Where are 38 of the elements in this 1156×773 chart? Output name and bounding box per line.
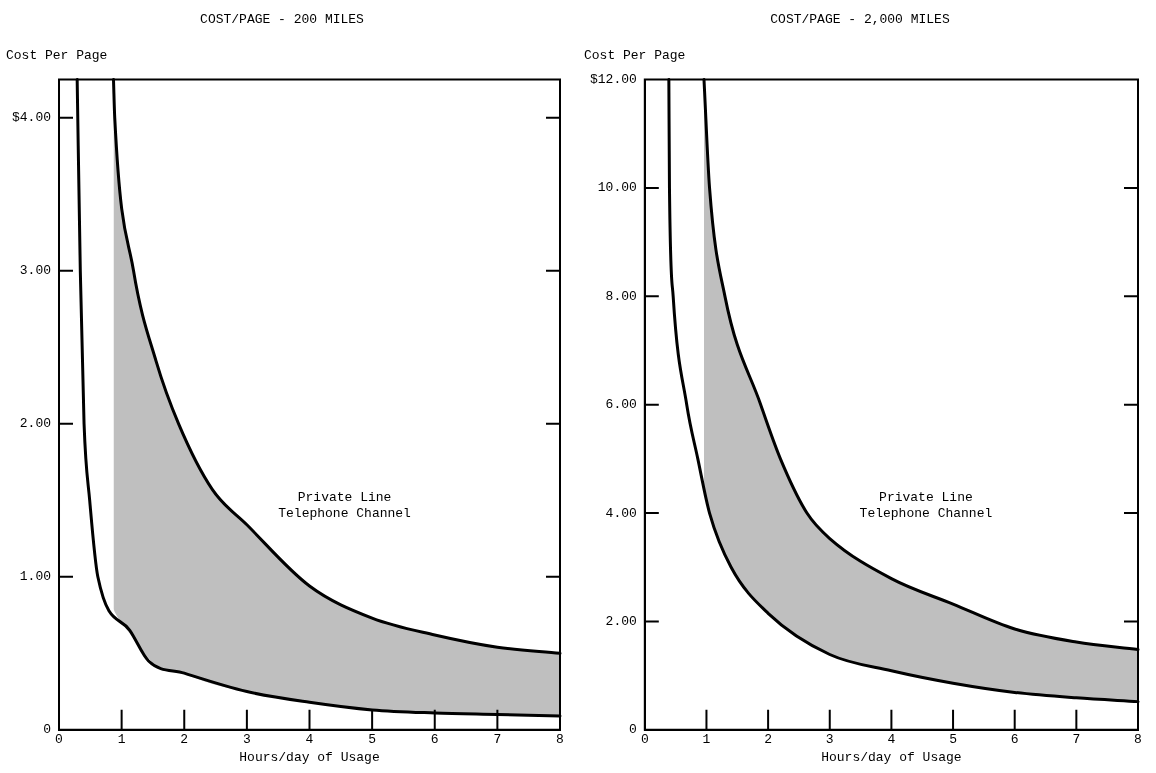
x-tick-label: 4 [305, 732, 314, 748]
x-tick-label: 6 [430, 732, 439, 748]
x-tick-label: 5 [368, 732, 377, 748]
annotation: Private Line Telephone Channel [278, 489, 412, 521]
x-tick-label: 7 [493, 732, 502, 748]
y-tick-label: 4.00 [605, 505, 637, 521]
y-tick-label: 6.00 [605, 397, 637, 413]
x-tick-label: 4 [887, 732, 896, 748]
x-tick-label: 1 [117, 732, 126, 748]
y-axis-title: Cost Per Page [6, 47, 108, 63]
x-tick-label: 0 [55, 732, 63, 748]
x-tick-label: 3 [825, 732, 834, 748]
x-tick-label: 0 [640, 732, 649, 748]
y-tick-label: $4.00 [11, 110, 52, 126]
y-tick-label: 0 [629, 722, 637, 738]
x-tick-label: 3 [242, 732, 251, 748]
y-tick-label: $12.00 [590, 72, 637, 88]
y-tick-label: 8.00 [605, 288, 637, 304]
y-tick-label: 2.00 [19, 416, 52, 432]
y-tick-label: 3.00 [19, 263, 52, 279]
x-axis-title: Hours/day of Usage [239, 749, 380, 765]
chart-title: COST/PAGE - 200 MILES [200, 12, 365, 28]
x-tick-label: 8 [556, 732, 564, 748]
y-tick-label: 2.00 [605, 613, 637, 629]
x-tick-label: 2 [180, 732, 189, 748]
x-tick-label: 1 [702, 732, 711, 748]
x-tick-label: 7 [1072, 732, 1081, 748]
y-axis-title: Cost Per Page [584, 47, 686, 63]
x-tick-label: 6 [1010, 732, 1019, 748]
annotation: Private Line Telephone Channel [859, 489, 993, 521]
chart-title: COST/PAGE - 2,000 MILES [770, 12, 950, 28]
x-tick-label: 2 [764, 732, 773, 748]
x-axis-title: Hours/day of Usage [821, 749, 962, 765]
y-tick-label: 0 [43, 722, 52, 738]
y-tick-label: 1.00 [19, 569, 52, 585]
x-tick-label: 5 [949, 732, 957, 748]
y-tick-label: 10.00 [597, 180, 637, 196]
x-tick-label: 8 [1134, 732, 1142, 748]
